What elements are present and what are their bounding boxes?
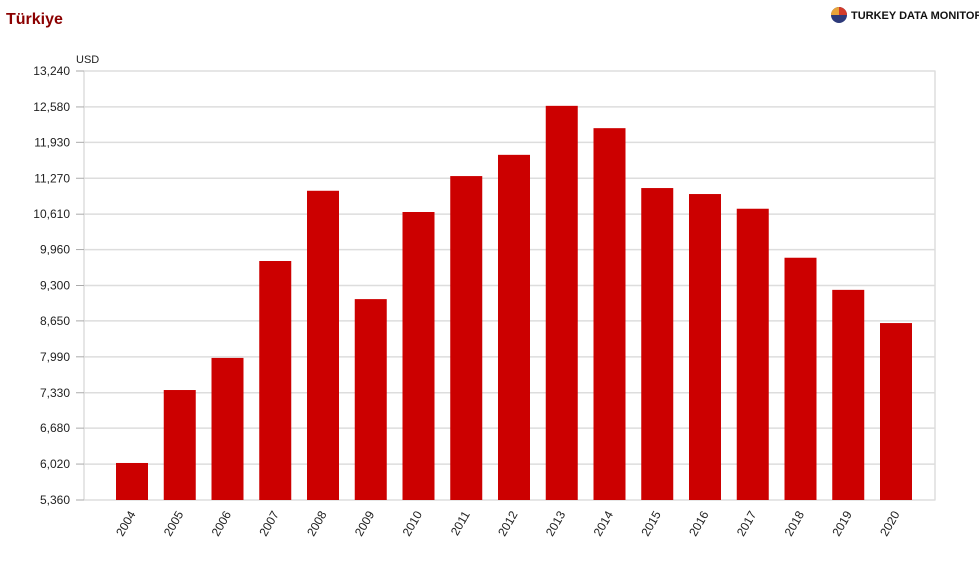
- bar: [211, 357, 244, 500]
- brand-name: TURKEY DATA MONITOR: [851, 10, 979, 22]
- bar: [880, 323, 912, 500]
- x-tick-label: 2010: [400, 508, 426, 538]
- bar: [784, 257, 817, 500]
- y-axis-unit: USD: [76, 54, 99, 66]
- bar: [498, 154, 530, 501]
- bar: [354, 299, 387, 500]
- y-tick-label: 11,270: [34, 171, 70, 185]
- x-tick-label: 2006: [209, 508, 235, 538]
- x-tick-label: 2019: [829, 508, 855, 538]
- bar: [259, 261, 292, 500]
- x-tick-label: 2005: [161, 508, 187, 538]
- bar: [641, 188, 674, 500]
- x-tick-label: 2013: [543, 508, 569, 538]
- y-tick-label: 12,580: [33, 100, 70, 114]
- x-tick-label: 2011: [448, 508, 473, 538]
- bar: [593, 128, 626, 501]
- x-tick-label: 2014: [591, 508, 617, 538]
- x-tick-label: 2009: [352, 508, 378, 538]
- y-tick-label: 9,300: [40, 279, 70, 293]
- y-tick-label: 13,240: [33, 64, 70, 78]
- y-tick-label: 11,930: [34, 135, 70, 149]
- x-tick-label: 2015: [638, 508, 664, 538]
- y-tick-label: 9,960: [40, 243, 70, 257]
- y-tick-label: 8,650: [40, 314, 70, 328]
- x-tick-label: 2020: [877, 508, 903, 538]
- x-tick-label: 2012: [495, 508, 521, 538]
- y-tick-label: 5,360: [40, 493, 70, 507]
- brand-logo: TURKEY DATA MONITOR: [831, 7, 979, 23]
- bar: [689, 194, 721, 500]
- y-tick-label: 7,330: [40, 386, 70, 400]
- bar: [116, 462, 148, 500]
- bar: [736, 208, 769, 500]
- x-tick-label: 2017: [734, 508, 760, 538]
- bar: [545, 105, 578, 500]
- x-tick-label: 2008: [304, 508, 330, 538]
- bar: [402, 212, 435, 500]
- x-tick-label: 2007: [256, 508, 282, 538]
- x-tick-label: 2004: [113, 508, 139, 538]
- bar: [450, 176, 483, 501]
- chart-title: Türkiye: [6, 11, 63, 28]
- y-tick-label: 6,680: [40, 421, 70, 435]
- x-tick-label: 2018: [782, 508, 808, 538]
- bar: [307, 190, 339, 500]
- bar: [832, 289, 865, 500]
- y-tick-label: 6,020: [40, 457, 70, 471]
- y-tick-label: 7,990: [40, 350, 70, 364]
- bar: [163, 390, 196, 500]
- y-tick-label: 10,610: [33, 207, 70, 221]
- x-tick-label: 2016: [686, 508, 712, 538]
